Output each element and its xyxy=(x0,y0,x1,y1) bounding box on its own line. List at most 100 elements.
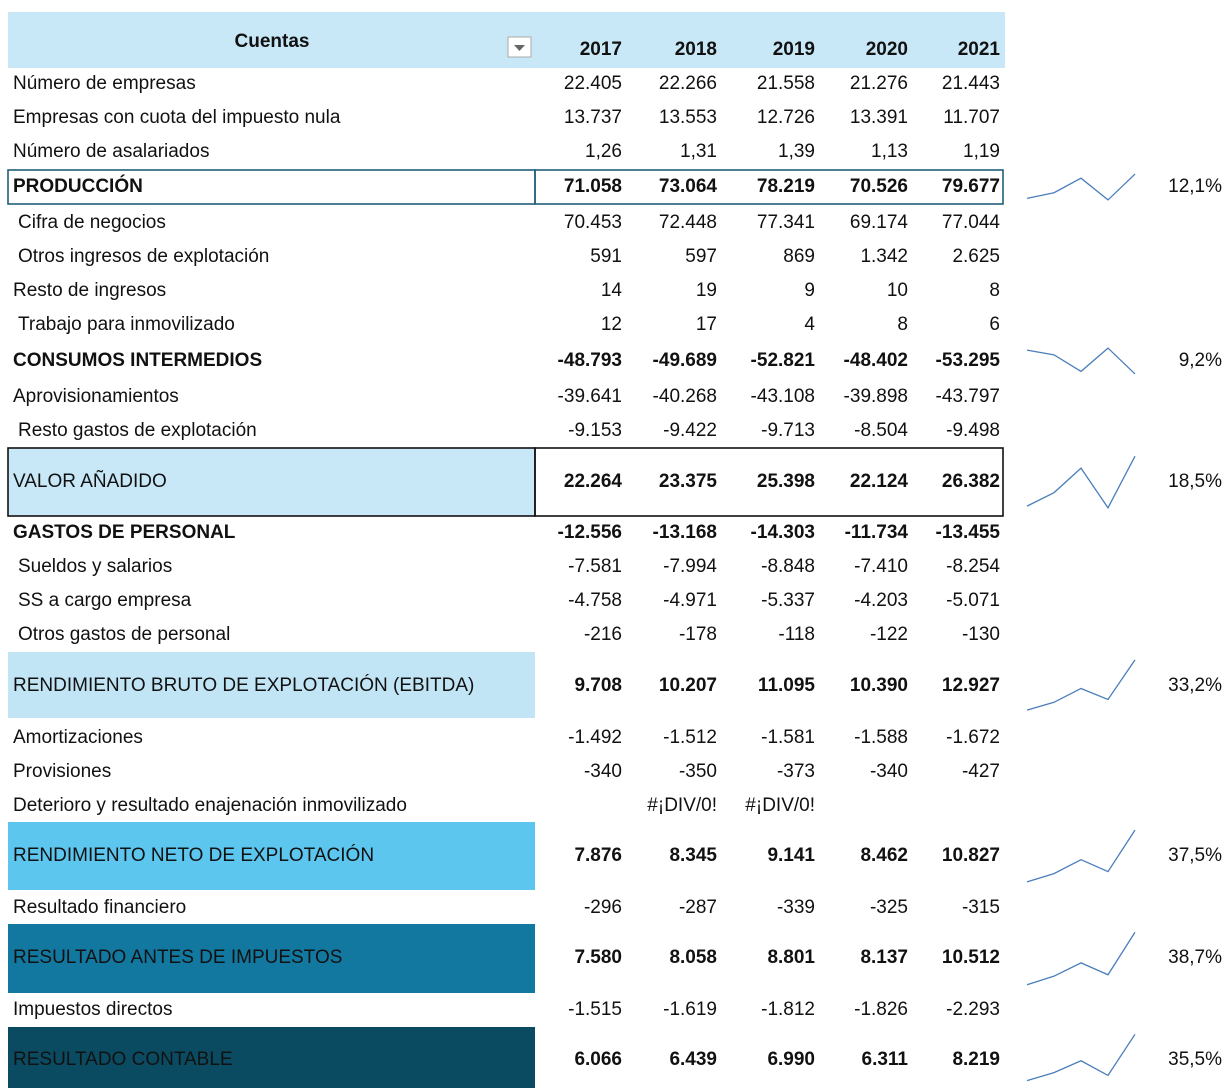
label-cell-bg xyxy=(8,652,535,718)
row-label: Resultado financiero xyxy=(13,897,186,918)
value-cell: -178 xyxy=(679,624,717,645)
value-cell: 6.066 xyxy=(574,1049,622,1070)
value-cell: 22.264 xyxy=(564,471,623,492)
value-cell: 8 xyxy=(989,280,1000,301)
sparkline xyxy=(1026,659,1136,711)
value-cell: -9.713 xyxy=(761,420,815,441)
value-cell: 13.553 xyxy=(659,107,717,128)
value-cell: -9.422 xyxy=(663,420,717,441)
value-cell: 1,39 xyxy=(778,141,815,162)
value-cell: 8.058 xyxy=(669,947,717,968)
value-cell: 1.342 xyxy=(860,246,908,267)
value-cell: -427 xyxy=(962,761,1000,782)
row-label: CONSUMOS INTERMEDIOS xyxy=(13,350,262,371)
value-cell: 26.382 xyxy=(942,471,1000,492)
value-cell: -1.512 xyxy=(663,727,717,748)
value-cell: -373 xyxy=(777,761,815,782)
row-label: SS a cargo empresa xyxy=(18,590,192,611)
label-cell-bg xyxy=(8,924,535,993)
value-cell: 6.439 xyxy=(669,1049,717,1070)
value-cell: 8.137 xyxy=(860,947,908,968)
value-cell: 1,31 xyxy=(680,141,717,162)
value-cell: 9.708 xyxy=(574,675,622,696)
label-cell-bg xyxy=(8,1027,535,1088)
value-cell: -2.293 xyxy=(946,999,1000,1020)
share: 37,5% xyxy=(1168,845,1222,866)
value-cell: 22.405 xyxy=(564,73,622,94)
value-cell: -7.581 xyxy=(568,556,622,577)
value-cell: -1.515 xyxy=(568,999,622,1020)
value-cell: 11.707 xyxy=(943,107,1000,128)
value-cell: 12 xyxy=(601,314,622,335)
year-header: 2020 xyxy=(866,39,908,60)
share: 38,7% xyxy=(1168,947,1222,968)
value-cell: -1.581 xyxy=(761,727,815,748)
value-cell: -49.689 xyxy=(653,350,717,371)
sparkline xyxy=(1026,347,1136,375)
value-cell: #¡DIV/0! xyxy=(745,795,815,816)
value-cell: -118 xyxy=(778,624,815,645)
row-label: Provisiones xyxy=(13,761,111,782)
value-cell: -53.295 xyxy=(936,350,1001,371)
header-bg xyxy=(8,12,1005,68)
value-cell: 73.064 xyxy=(659,176,718,197)
value-cell: 22.266 xyxy=(659,73,717,94)
value-cell: 1,26 xyxy=(585,141,622,162)
value-cell: -287 xyxy=(679,897,717,918)
value-cell: 7.876 xyxy=(574,845,622,866)
year-header: 2018 xyxy=(675,39,717,60)
value-cell: 14 xyxy=(601,280,623,301)
value-cell: 12.726 xyxy=(757,107,815,128)
share: 12,1% xyxy=(1168,176,1222,197)
value-cell: 17 xyxy=(696,314,717,335)
value-cell: 21.558 xyxy=(757,73,815,94)
value-cell: -8.848 xyxy=(761,556,815,577)
row-label: Impuestos directos xyxy=(13,999,172,1020)
value-cell: -339 xyxy=(777,897,815,918)
year-header: 2021 xyxy=(958,39,1001,60)
value-cell: -48.793 xyxy=(558,350,622,371)
row-label: VALOR AÑADIDO xyxy=(13,470,167,492)
sparkline xyxy=(1026,829,1136,883)
values-border xyxy=(534,447,1004,517)
value-cell: 70.526 xyxy=(850,176,908,197)
value-cell: 8 xyxy=(897,314,908,335)
value-cell: 6.990 xyxy=(767,1049,815,1070)
value-cell: 25.398 xyxy=(757,471,815,492)
share: 9,2% xyxy=(1179,350,1222,371)
value-cell: 7.580 xyxy=(574,947,622,968)
value-cell: -1.672 xyxy=(946,727,1000,748)
value-cell: 13.391 xyxy=(850,107,908,128)
row-label: GASTOS DE PERSONAL xyxy=(13,522,236,543)
value-cell: -5.071 xyxy=(946,590,1000,611)
sparkline xyxy=(1026,931,1136,986)
sparkline xyxy=(1026,1033,1136,1082)
row-label: RENDIMIENTO BRUTO DE EXPLOTACIÓN (EBITDA… xyxy=(13,674,474,696)
row-label: Trabajo para inmovilizado xyxy=(18,314,235,335)
value-cell: 13.737 xyxy=(564,107,622,128)
value-cell: 8.345 xyxy=(669,845,717,866)
value-cell: -4.758 xyxy=(568,590,622,611)
value-cell: -43.108 xyxy=(751,386,815,407)
value-cell: 2.625 xyxy=(952,246,1000,267)
value-cell: -130 xyxy=(962,624,1000,645)
value-cell: -4.203 xyxy=(854,590,908,611)
value-cell: -7.994 xyxy=(663,556,717,577)
header-label: Cuentas xyxy=(235,31,310,52)
value-cell: 22.124 xyxy=(850,471,909,492)
row-label: Otros ingresos de explotación xyxy=(18,246,269,267)
value-cell: -1.492 xyxy=(568,727,622,748)
row-label: Deterioro y resultado enajenación inmovi… xyxy=(13,795,407,816)
label-cell-bg xyxy=(8,448,535,516)
year-header: 2019 xyxy=(773,39,815,60)
value-cell: 70.453 xyxy=(564,212,622,233)
share: 35,5% xyxy=(1168,1049,1222,1070)
value-cell: 8.801 xyxy=(767,947,815,968)
value-cell: 6 xyxy=(989,314,1000,335)
value-cell: -13.455 xyxy=(936,522,1001,543)
value-cell: 10.512 xyxy=(942,947,1000,968)
value-cell: 12.927 xyxy=(942,675,1000,696)
value-cell: 77.044 xyxy=(942,212,1001,233)
row-label: Empresas con cuota del impuesto nula xyxy=(13,107,341,128)
